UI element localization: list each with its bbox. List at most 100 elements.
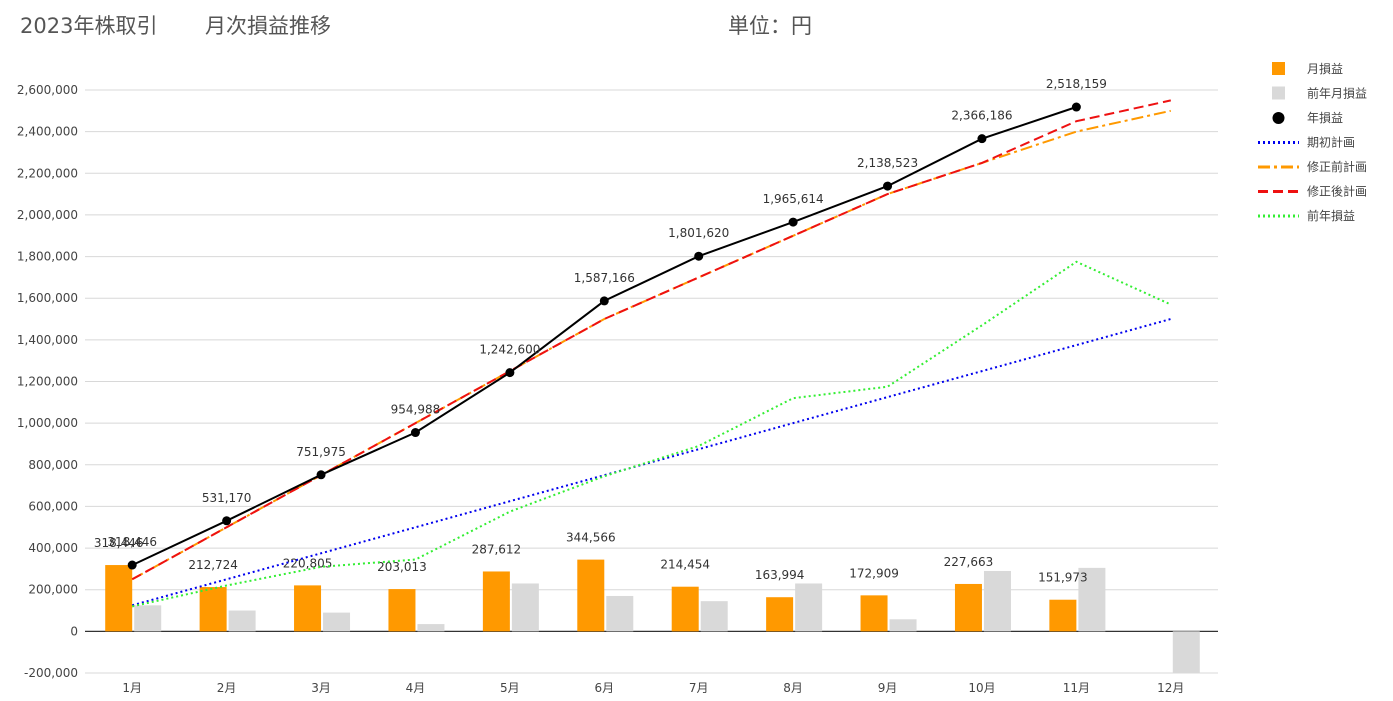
- series-marker-年損益: [410, 428, 420, 438]
- bar-前年月損益: [228, 610, 256, 632]
- y-tick-label: 2,400,000: [17, 125, 78, 139]
- x-tick-label: 2月: [217, 681, 237, 695]
- line-data-label: 2,138,523: [857, 156, 918, 170]
- y-tick-label: -200,000: [24, 666, 78, 680]
- bar-月損益: [1049, 599, 1077, 632]
- line-data-label: 1,242,600: [479, 343, 540, 357]
- x-tick-label: 9月: [878, 681, 898, 695]
- line-data-label: 751,975: [296, 445, 346, 459]
- bar-前年月損益: [983, 570, 1011, 632]
- bar-data-label: 214,454: [660, 558, 710, 572]
- bar-前年月損益: [700, 601, 728, 632]
- chart-subtitle: 月次損益推移: [205, 14, 331, 38]
- y-tick-label: 1,600,000: [17, 291, 78, 305]
- bar-data-label: 212,724: [188, 558, 238, 572]
- x-tick-label: 1月: [122, 681, 142, 695]
- unit-label: 単位：円: [728, 14, 812, 38]
- line-data-label: 318,446: [107, 535, 157, 549]
- bar-data-label: 318,446: [94, 536, 144, 550]
- line-data-label: 2,518,159: [1046, 77, 1107, 91]
- x-tick-label: 7月: [689, 681, 709, 695]
- bar-前年月損益: [417, 624, 445, 632]
- y-tick-label: 1,200,000: [17, 375, 78, 389]
- legend-label: 修正前計画: [1307, 159, 1367, 174]
- bar-月損益: [199, 587, 227, 632]
- chart-title: 2023年株取引: [20, 14, 158, 38]
- line-data-label: 1,965,614: [763, 192, 824, 206]
- x-tick-label: 8月: [783, 681, 803, 695]
- legend-swatch: [1272, 112, 1285, 124]
- legend-label: 月損益: [1307, 61, 1343, 76]
- legend-label: 修正後計画: [1307, 184, 1367, 199]
- y-tick-label: 400,000: [28, 541, 78, 555]
- bar-前年月損益: [889, 619, 917, 632]
- series-marker-年損益: [883, 181, 893, 191]
- y-tick-label: 800,000: [28, 458, 78, 472]
- y-tick-label: 0: [70, 624, 78, 638]
- bar-月損益: [671, 586, 699, 632]
- bar-data-label: 151,973: [1038, 571, 1088, 585]
- series-marker-年損益: [599, 296, 609, 306]
- y-tick-label: 600,000: [28, 499, 78, 513]
- series-marker-年損益: [1071, 102, 1081, 112]
- bar-前年月損益: [134, 605, 162, 632]
- y-tick-label: 1,400,000: [17, 333, 78, 347]
- legend-swatch: [1272, 62, 1285, 75]
- bar-data-label: 172,909: [849, 566, 899, 580]
- bar-月損益: [105, 565, 133, 632]
- x-tick-label: 6月: [594, 681, 614, 695]
- x-tick-label: 10月: [968, 681, 995, 695]
- bar-data-label: 220,805: [283, 556, 333, 570]
- x-tick-label: 11月: [1063, 681, 1090, 695]
- bar-前年月損益: [1172, 631, 1200, 673]
- series-marker-年損益: [977, 134, 987, 144]
- bar-月損益: [294, 585, 322, 632]
- legend-swatch: [1272, 86, 1285, 100]
- bar-data-label: 344,566: [566, 531, 616, 545]
- bar-月損益: [954, 583, 982, 632]
- bar-data-label: 203,013: [377, 560, 427, 574]
- line-data-label: 531,170: [202, 491, 252, 505]
- y-tick-label: 2,000,000: [17, 208, 78, 222]
- bar-data-label: 163,994: [755, 568, 805, 582]
- series-line-前年損益: [131, 260, 1172, 608]
- x-tick-label: 3月: [311, 681, 331, 695]
- y-tick-label: 1,800,000: [17, 250, 78, 264]
- y-tick-label: 2,200,000: [17, 166, 78, 180]
- bar-月損益: [388, 589, 416, 632]
- legend-label: 前年月損益: [1307, 86, 1367, 101]
- series-line-修正後計画: [131, 99, 1172, 581]
- y-tick-label: 1,000,000: [17, 416, 78, 430]
- x-tick-label: 12月: [1157, 681, 1184, 695]
- bar-月損益: [482, 571, 510, 632]
- bar-data-label: 227,663: [944, 555, 994, 569]
- series-marker-年損益: [694, 251, 704, 261]
- line-data-label: 1,587,166: [574, 271, 635, 285]
- legend-label: 期初計画: [1307, 135, 1355, 150]
- series-marker-年損益: [316, 470, 326, 480]
- bar-前年月損益: [323, 612, 351, 632]
- legend-label: 年損益: [1307, 110, 1343, 125]
- bar-月損益: [577, 559, 605, 632]
- series-marker-年損益: [788, 217, 798, 227]
- series-marker-年損益: [127, 560, 137, 570]
- series-line-修正前計画: [131, 109, 1172, 581]
- y-tick-label: 200,000: [28, 583, 78, 597]
- bar-月損益: [766, 597, 794, 632]
- line-data-label: 1,801,620: [668, 226, 729, 240]
- y-tick-label: 2,600,000: [17, 83, 78, 97]
- bar-data-label: 287,612: [472, 542, 522, 556]
- x-tick-label: 4月: [406, 681, 426, 695]
- series-marker-年損益: [222, 516, 232, 526]
- x-tick-label: 5月: [500, 681, 520, 695]
- bar-月損益: [860, 595, 888, 632]
- bar-前年月損益: [795, 583, 823, 632]
- series-line-年損益: [131, 106, 1077, 567]
- series-marker-年損益: [505, 368, 515, 378]
- line-data-label: 954,988: [391, 403, 441, 417]
- line-data-label: 2,366,186: [951, 109, 1012, 123]
- series-line-期初計画: [131, 318, 1172, 607]
- legend-label: 前年損益: [1307, 208, 1355, 223]
- bar-前年月損益: [606, 595, 634, 632]
